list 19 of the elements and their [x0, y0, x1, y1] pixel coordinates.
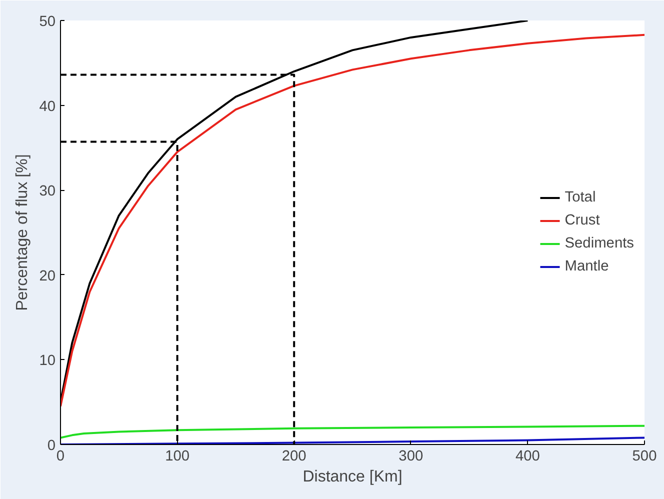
x-tick-label: 200	[282, 448, 306, 464]
legend-label: Total	[564, 190, 596, 206]
line-series	[60, 34, 644, 408]
y-tick-label: 40	[39, 98, 56, 115]
x-tick-label: 400	[515, 448, 540, 464]
y-tick-label: 10	[39, 353, 56, 370]
legend-label: Sediments	[564, 236, 634, 252]
legend-label: Mantle	[564, 258, 609, 274]
y-axis-title: Percentage of flux [%]	[14, 154, 32, 311]
y-tick-label: 20	[39, 268, 56, 284]
x-tick-label: 300	[398, 448, 424, 464]
y-tick-label: 0	[47, 438, 56, 454]
x-tick-label: 500	[632, 448, 657, 464]
line-series	[60, 424, 644, 439]
y-tick-label: 50	[39, 14, 56, 30]
x-tick-label: 100	[165, 448, 190, 464]
legend-label: Crust	[564, 212, 600, 228]
x-axis-title: Distance [Km]	[302, 468, 402, 486]
y-tick-label: 30	[39, 184, 56, 200]
